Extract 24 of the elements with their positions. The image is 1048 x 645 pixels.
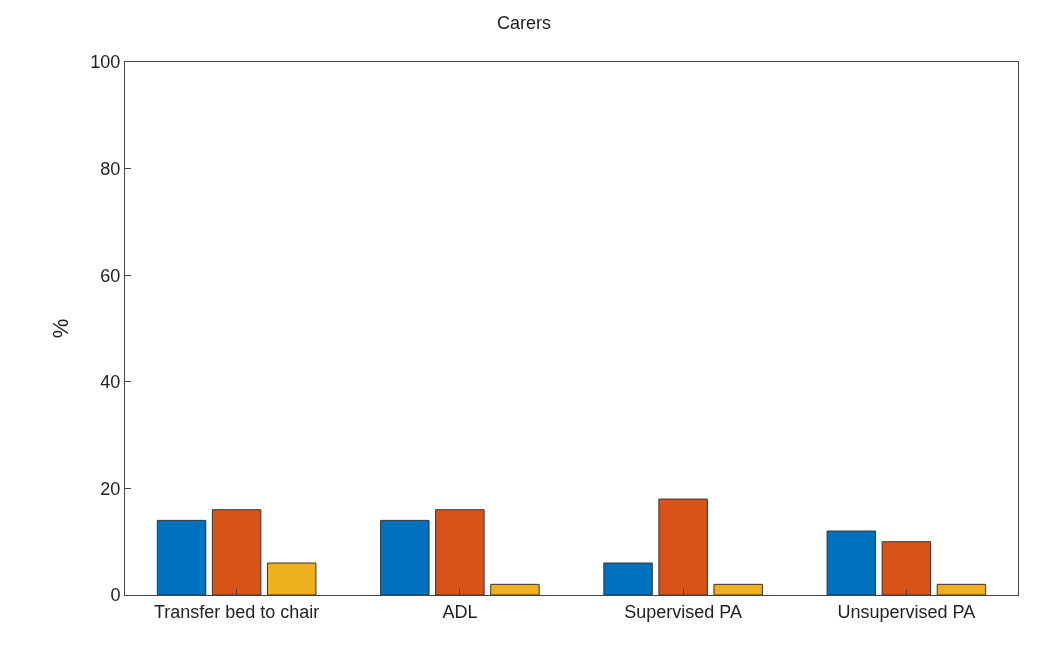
y-tick-label: 40 [100,372,121,393]
y-tick-label: 100 [90,52,121,73]
bar [881,541,932,595]
bar [826,530,877,595]
y-axis-title: % [48,318,74,339]
bar [658,498,708,595]
x-tick-label: ADL [442,601,478,622]
bar [490,583,540,595]
y-tick-label: 80 [100,158,121,179]
bar [380,519,430,595]
bar [713,583,763,595]
bar [156,519,207,595]
y-tick-label: 20 [100,478,121,499]
bar [936,583,987,595]
x-tick-label: Supervised PA [624,601,742,622]
bar [435,509,485,595]
y-tick-label: 0 [110,585,121,606]
bar [603,562,653,595]
x-tick-label: Unsupervised PA [837,601,976,622]
y-tick-label: 60 [100,265,121,286]
bar [266,562,317,595]
chart-title: Carers [496,12,552,33]
bar [211,509,262,595]
x-tick-label: Transfer bed to chair [153,601,320,622]
